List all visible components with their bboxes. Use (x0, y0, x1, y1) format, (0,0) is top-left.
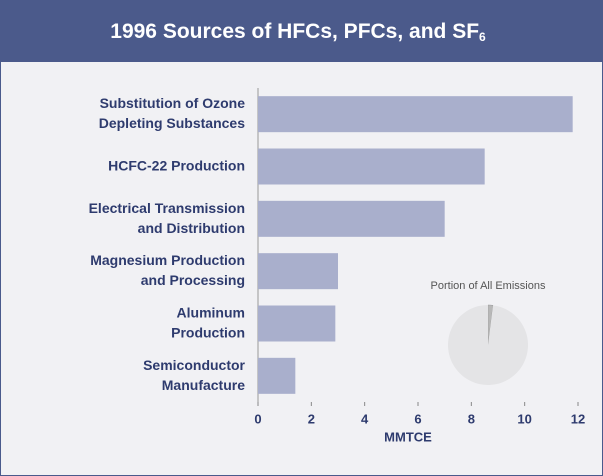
label-line: Substitution of Ozone (100, 95, 246, 111)
y-tick-label: Semiconductor Manufacture (143, 357, 245, 393)
x-tick-label: 10 (517, 411, 531, 426)
x-tick-label: 4 (361, 411, 369, 426)
bar (258, 96, 573, 133)
bar (258, 357, 296, 394)
y-tick-label: HCFC-22 Production (108, 157, 245, 173)
x-tick-label: 2 (308, 411, 315, 426)
label-line: Manufacture (162, 377, 245, 393)
bar (258, 305, 336, 342)
y-tick-label: Substitution of Ozone Depleting Substance… (99, 95, 245, 131)
y-tick-label: Aluminum Production (171, 304, 245, 340)
y-tick-label: Electrical Transmission and Distribution (89, 200, 245, 236)
label-line: and Processing (141, 272, 245, 288)
chart-title: 1996 Sources of HFCs, PFCs, and SF6 (110, 20, 486, 45)
inset-title: Portion of All Emissions (431, 280, 546, 292)
bar (258, 200, 445, 237)
x-tick-label: 6 (414, 411, 421, 426)
x-tick-label: 0 (254, 411, 261, 426)
y-tick-label: Magnesium Production and Processing (90, 252, 245, 288)
label-line: Production (171, 324, 245, 340)
label-line: HCFC-22 Production (108, 157, 245, 173)
label-line: Magnesium Production (90, 252, 245, 268)
x-tick-label: 8 (468, 411, 475, 426)
title-subscript: 6 (479, 30, 486, 44)
x-tick-label: 12 (571, 411, 585, 426)
title-text: 1996 Sources of HFCs, PFCs, and SF (110, 20, 479, 43)
label-line: Electrical Transmission (89, 200, 245, 216)
bar (258, 148, 485, 185)
pie-slice (448, 305, 529, 386)
label-line: Semiconductor (143, 357, 245, 373)
bar (258, 253, 338, 290)
label-line: and Distribution (138, 220, 245, 236)
label-line: Aluminum (177, 304, 245, 320)
label-line: Depleting Substances (99, 115, 245, 131)
x-axis-label: MMTCE (384, 429, 432, 444)
pie-slice (487, 304, 494, 346)
title-bar (0, 0, 603, 62)
